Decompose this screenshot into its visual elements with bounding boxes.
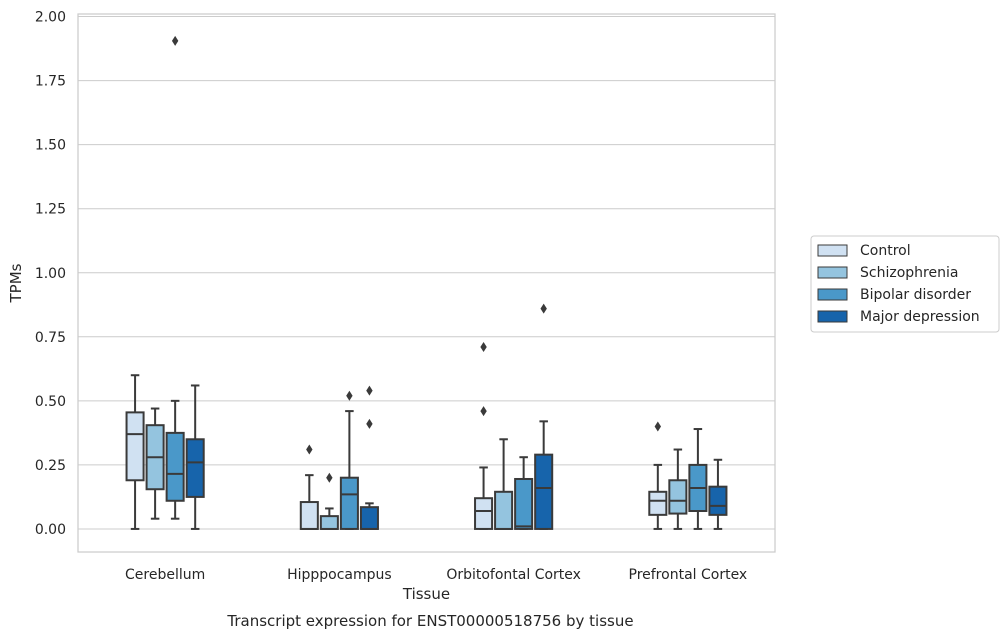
y-tick-label: 0.50	[35, 394, 66, 410]
y-tick-label: 0.00	[35, 522, 66, 538]
y-tick-label: 1.25	[35, 202, 66, 218]
legend-label: Bipolar disorder	[860, 287, 971, 303]
box-1-1	[319, 472, 339, 530]
legend-label: Schizophrenia	[860, 265, 958, 281]
legend-swatch	[817, 266, 848, 279]
outlier-point	[480, 342, 487, 353]
box-iqr	[708, 485, 728, 516]
y-tick-label: 1.50	[35, 138, 66, 154]
box-1-0	[299, 444, 319, 530]
box-iqr	[668, 479, 688, 515]
box-iqr	[359, 506, 379, 530]
outlier-point	[366, 418, 373, 429]
box-2-3	[534, 303, 554, 530]
box-iqr	[514, 477, 534, 530]
box-3-1	[668, 448, 688, 530]
box-iqr	[339, 476, 359, 530]
y-tick-label: 0.25	[35, 458, 66, 474]
box-1-2	[339, 390, 359, 530]
chart-caption: Transcript expression for ENST0000051875…	[226, 612, 633, 630]
legend-swatch	[817, 288, 848, 301]
box-iqr	[494, 490, 514, 530]
box-iqr	[185, 438, 205, 498]
outlier-point	[306, 444, 313, 455]
outlier-point	[540, 303, 547, 314]
legend-swatch	[817, 244, 848, 257]
box-0-3	[185, 384, 205, 530]
box-2-2	[514, 456, 534, 530]
legend-label: Control	[860, 243, 911, 259]
x-tick-label: Orbitofontal Cortex	[446, 567, 581, 583]
outlier-point	[654, 421, 662, 432]
box-2-0	[474, 342, 494, 530]
outlier-point	[366, 385, 373, 396]
y-tick-label: 2.00	[35, 10, 66, 26]
box-1-3	[359, 385, 379, 530]
x-axis-ticks: Cerebellum Hipppocampus Orbitofontal Corte…	[125, 567, 747, 583]
box-iqr	[474, 497, 494, 530]
legend-label: Major depression	[860, 309, 980, 325]
y-axis-label: TPMs	[7, 263, 25, 303]
box-0-0	[125, 374, 145, 530]
box-iqr	[648, 490, 668, 516]
x-tick-label: Prefrontal Cortex	[629, 567, 748, 583]
box-2-1	[494, 438, 514, 530]
plot-frame	[77, 13, 776, 553]
box-series	[125, 35, 728, 530]
box-3-2	[688, 428, 708, 530]
box-3-3	[708, 458, 728, 530]
x-axis-label: Tissue	[402, 585, 450, 603]
outlier-point	[480, 406, 487, 417]
x-tick-label: Hipppocampus	[287, 567, 392, 583]
box-0-2	[165, 35, 185, 520]
x-tick-label: Cerebellum	[125, 567, 205, 583]
box-3-0	[648, 421, 668, 530]
box-iqr	[534, 453, 554, 530]
y-tick-label: 0.75	[35, 330, 66, 346]
y-tick-label: 1.00	[35, 266, 66, 282]
legend-swatch	[817, 310, 848, 323]
y-tick-label: 1.75	[35, 74, 66, 90]
outlier-point	[171, 35, 179, 46]
box-iqr	[165, 431, 185, 502]
box-iqr	[299, 501, 319, 530]
box-0-1	[145, 407, 165, 520]
legend: Control Schizophrenia Bipolar disorder Majo…	[810, 235, 1000, 333]
y-axis-ticks: 0.00 0.25 0.50 0.75 1.00 1.25 1.50 1.75 2.00	[35, 10, 66, 538]
outlier-point	[346, 390, 353, 401]
outlier-point	[326, 472, 333, 483]
legend-frame	[810, 235, 1000, 333]
box-iqr	[319, 515, 339, 530]
box-iqr	[125, 411, 145, 482]
